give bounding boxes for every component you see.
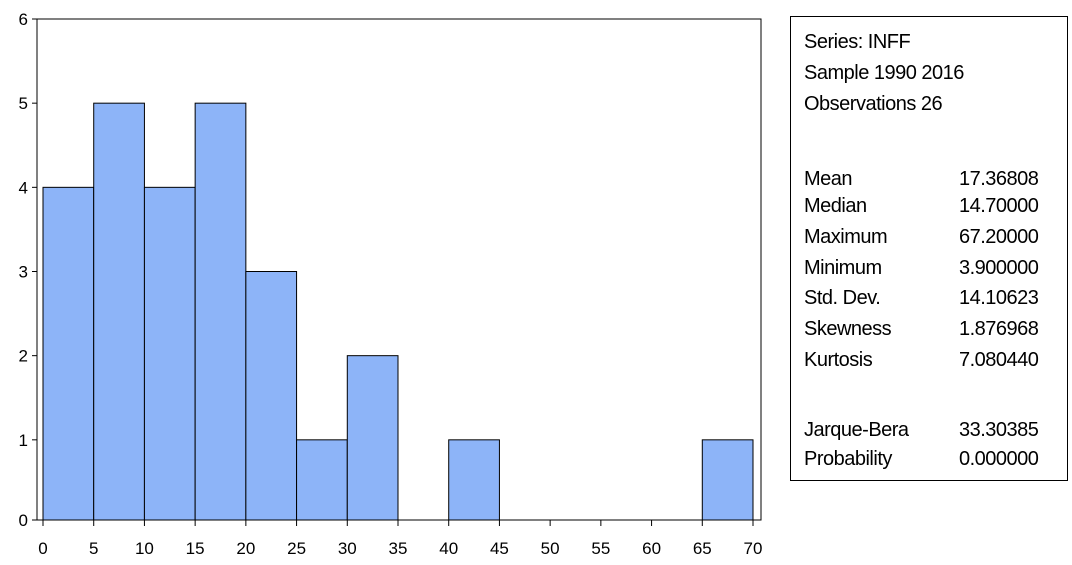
stats-panel: Series: INFF Sample 1990 2016 Observatio…	[790, 16, 1068, 481]
stat-row-maximum: Maximum 67.20000	[804, 226, 1066, 250]
stat-value: 7.080440	[959, 349, 1039, 371]
y-tick-label: 4	[19, 178, 28, 197]
histogram-bar	[701, 439, 754, 521]
x-tick-label: 65	[693, 539, 712, 558]
stat-name: Median	[804, 195, 867, 217]
stat-name: Jarque-Bera	[804, 419, 909, 441]
stat-name: Skewness	[804, 318, 892, 340]
stat-value: 1.876968	[959, 318, 1039, 340]
stat-value: 67.20000	[959, 226, 1039, 248]
y-tick-label: 5	[19, 94, 28, 113]
sample-label: Sample 1990 2016	[804, 62, 964, 84]
stat-name: Probability	[804, 448, 892, 470]
x-tick-label: 0	[38, 539, 47, 558]
y-tick-label: 0	[19, 511, 28, 530]
x-axis: 0 5 10 15 20 25 30 35 40 45 50 55 60 65 70	[38, 520, 762, 558]
stat-row-mean: Mean 17.36808	[804, 168, 1066, 192]
stat-name: Std. Dev.	[804, 287, 881, 309]
y-tick-label: 6	[19, 10, 28, 29]
stat-row-minimum: Minimum 3.900000	[804, 257, 1066, 281]
stat-row-median: Median 14.70000	[804, 195, 1066, 219]
histogram-bar	[194, 102, 247, 521]
y-tick-label: 2	[19, 347, 28, 366]
histogram-bar	[93, 102, 145, 521]
x-tick-label: 20	[236, 539, 255, 558]
y-tick-label: 3	[19, 263, 28, 282]
x-tick-label: 5	[89, 539, 98, 558]
stat-name: Maximum	[804, 226, 888, 248]
series-label: Series: INFF	[804, 31, 911, 53]
x-tick-label: 60	[642, 539, 661, 558]
stat-name: Mean	[804, 168, 853, 190]
stat-value: 33.30385	[959, 419, 1039, 441]
histogram-bars	[42, 102, 754, 521]
stat-row-probability: Probability 0.000000	[804, 448, 1066, 472]
histogram-bar	[42, 186, 95, 521]
y-axis: 0 1 2 3 4 5 6	[19, 10, 37, 530]
stat-row-jarque-bera: Jarque-Bera 33.30385	[804, 419, 1066, 443]
x-tick-label: 50	[541, 539, 560, 558]
x-tick-label: 35	[389, 539, 408, 558]
x-tick-label: 25	[287, 539, 306, 558]
stat-name: Minimum	[804, 257, 882, 279]
x-tick-label: 45	[490, 539, 509, 558]
histogram-bar	[245, 271, 298, 521]
stat-value: 17.36808	[959, 168, 1039, 190]
x-tick-label: 30	[338, 539, 357, 558]
stat-value: 0.000000	[959, 448, 1039, 470]
histogram-bar	[143, 186, 196, 521]
x-tick-label: 70	[744, 539, 763, 558]
histogram-bar	[296, 439, 348, 521]
y-tick-label: 1	[19, 431, 28, 450]
stat-row-std-dev: Std. Dev. 14.10623	[804, 287, 1066, 311]
stat-value: 14.10623	[959, 287, 1039, 309]
stat-value: 3.900000	[959, 257, 1039, 279]
x-tick-label: 10	[135, 539, 154, 558]
stat-row-skewness: Skewness 1.876968	[804, 318, 1066, 342]
stat-name: Kurtosis	[804, 349, 873, 371]
histogram-bar	[346, 355, 399, 521]
x-tick-label: 55	[591, 539, 610, 558]
observations-label: Observations 26	[804, 93, 943, 115]
stat-value: 14.70000	[959, 195, 1039, 217]
x-tick-label: 15	[186, 539, 205, 558]
histogram-bar	[448, 439, 500, 521]
stat-row-kurtosis: Kurtosis 7.080440	[804, 349, 1066, 373]
plot-frame	[36, 18, 762, 521]
x-tick-label: 40	[439, 539, 458, 558]
